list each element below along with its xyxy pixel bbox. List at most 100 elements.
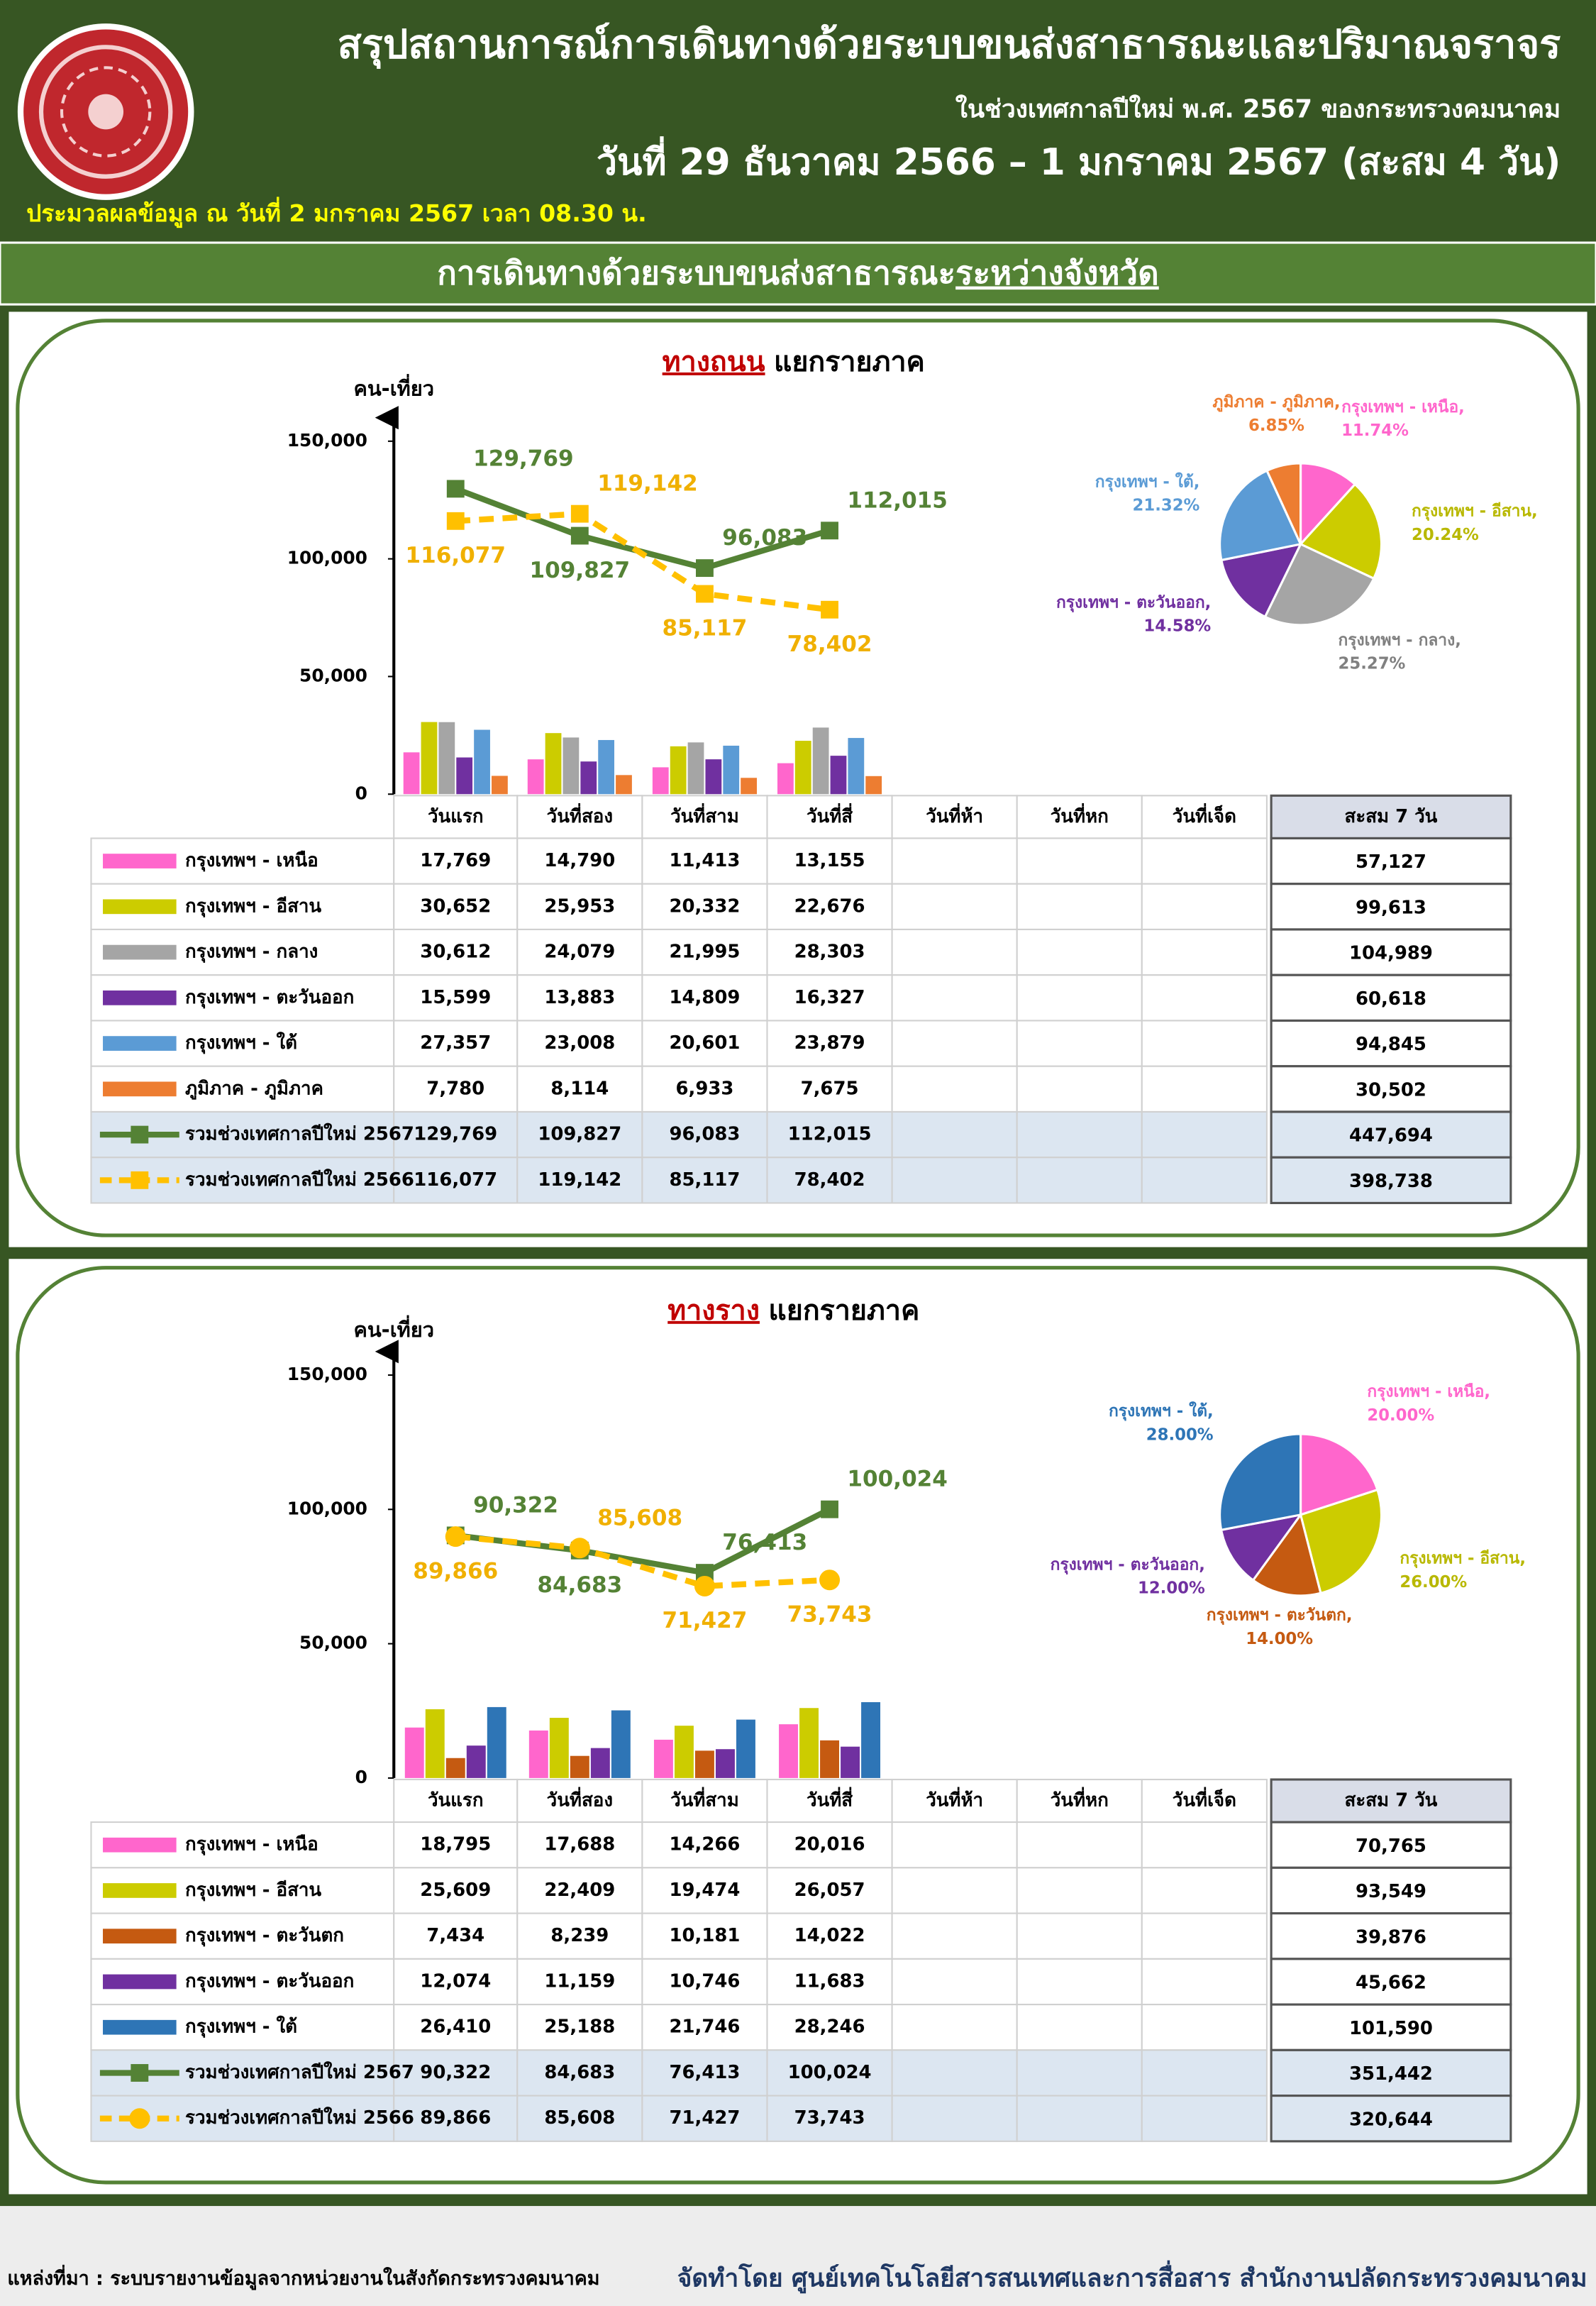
table-value: 20,332 — [669, 895, 740, 917]
total-cell — [1270, 1821, 1512, 1869]
bar — [403, 752, 420, 795]
table-cell — [766, 2004, 893, 2051]
line-marker — [819, 1569, 841, 1591]
table-header-cell — [1016, 795, 1143, 839]
table-cell — [516, 2049, 643, 2097]
bar — [841, 1746, 860, 1778]
table-value: 23,879 — [794, 1032, 865, 1054]
category-label: วันที่สอง — [547, 1787, 613, 1811]
table-cell — [766, 1157, 893, 1204]
bar — [445, 1758, 465, 1778]
table-value: 119,142 — [538, 1169, 621, 1191]
table-cell — [891, 1020, 1018, 1067]
table-cell — [891, 974, 1018, 1022]
table-cell — [891, 1867, 1018, 1914]
category-label: วันที่สอง — [547, 803, 613, 827]
pie-label: กรุงเทพฯ - อีสาน, — [1412, 502, 1538, 522]
table-value: 6,933 — [675, 1078, 733, 1099]
legend-label: รวมช่วงเทศกาลปีใหม่ 2566 — [185, 1169, 414, 1191]
logo — [17, 23, 194, 200]
table-cell — [1016, 2095, 1143, 2142]
bar — [545, 733, 562, 795]
table-value: 20,601 — [669, 1032, 740, 1054]
pie-label: กรุงเทพฯ - เหนือ, — [1367, 1383, 1490, 1402]
table-value: 23,008 — [544, 1032, 615, 1054]
bar — [715, 1749, 735, 1778]
bar — [474, 729, 490, 795]
table-cell — [393, 1065, 519, 1113]
table-cell — [1141, 2004, 1268, 2051]
bar — [527, 759, 544, 795]
line-data-label: 100,024 — [847, 1467, 948, 1492]
bar — [611, 1710, 631, 1778]
legend-label: กรุงเทพฯ - เหนือ — [185, 1834, 318, 1856]
table-cell — [1016, 1958, 1143, 2006]
bar — [861, 1701, 881, 1778]
line-marker — [696, 559, 714, 578]
table-cell — [393, 1821, 519, 1869]
table-cell — [641, 1912, 768, 1960]
table-value: 20,016 — [794, 1834, 865, 1855]
pie-slice — [1219, 469, 1302, 562]
table-value: 17,688 — [544, 1834, 615, 1855]
table-cell — [1141, 2049, 1268, 2097]
bar — [723, 745, 740, 795]
category-label: วันแรก — [428, 1790, 483, 1811]
table-value: 14,790 — [544, 850, 615, 871]
rail-panel-border — [16, 1266, 1580, 2185]
legend-swatch — [103, 990, 177, 1005]
table-value: 22,676 — [794, 895, 865, 917]
table-cell — [641, 2049, 768, 2097]
line-marker — [131, 1125, 149, 1144]
table-cell — [393, 2095, 519, 2142]
table-cell — [516, 1958, 643, 2006]
legend-swatch — [103, 1974, 177, 1990]
line-marker — [131, 1171, 149, 1189]
line — [455, 1506, 831, 1576]
chart-title-main: ทางถนน — [663, 345, 765, 377]
chart-title-main: ทางราง — [667, 1293, 760, 1326]
table-header-cell — [1141, 795, 1268, 839]
table-value: 73,743 — [794, 2107, 865, 2129]
table-cell — [641, 1065, 768, 1113]
total-cell — [1270, 1065, 1512, 1113]
table-cell — [1141, 2095, 1268, 2142]
processed-note: ประมวลผลข้อมูล ณ วันที่ 2 มกราคม 2567 เว… — [26, 197, 646, 228]
table-value: 25,953 — [544, 895, 615, 917]
table-value: 12,074 — [420, 1970, 491, 1992]
table-value: 10,181 — [669, 1925, 740, 1946]
line-data-label: 116,077 — [405, 543, 506, 568]
table-cell — [766, 1867, 893, 1914]
bar — [705, 759, 722, 795]
pie-label: กรุงเทพฯ - ตะวันออก, — [1056, 593, 1211, 612]
pie-slice — [1299, 1488, 1383, 1595]
table-cell — [516, 928, 643, 976]
table-cell — [1016, 974, 1143, 1022]
legend-label: กรุงเทพฯ - ใต้ — [185, 1032, 297, 1054]
y-tick-label: 50,000 — [299, 1633, 367, 1653]
table-value: 89,866 — [420, 2107, 491, 2129]
total-cell — [1270, 928, 1512, 976]
line-marker — [570, 504, 589, 523]
total-value: 447,694 — [1349, 1125, 1433, 1147]
table-value: 26,410 — [420, 2017, 491, 2038]
bar — [652, 767, 669, 795]
bar — [466, 1745, 486, 1778]
category-label: วันที่สี่ — [807, 803, 853, 827]
table-cell — [641, 1958, 768, 2006]
table-value: 8,114 — [550, 1078, 609, 1099]
table-value: 85,608 — [544, 2107, 615, 2129]
line-data-label: 129,769 — [473, 446, 574, 471]
pie-value-label: 14.58% — [1143, 617, 1211, 636]
line-marker — [129, 2108, 150, 2129]
table-cell — [516, 1912, 643, 1960]
bar — [438, 722, 455, 795]
table-cell — [516, 883, 643, 930]
table-value: 8,239 — [550, 1925, 609, 1946]
legend-label: กรุงเทพฯ - ตะวันออก — [185, 1970, 354, 1992]
pie-value-label: 11.74% — [1341, 421, 1409, 440]
bar — [848, 738, 865, 795]
line-data-label: 119,142 — [597, 471, 698, 497]
bar — [694, 1750, 714, 1778]
bar — [812, 727, 829, 795]
